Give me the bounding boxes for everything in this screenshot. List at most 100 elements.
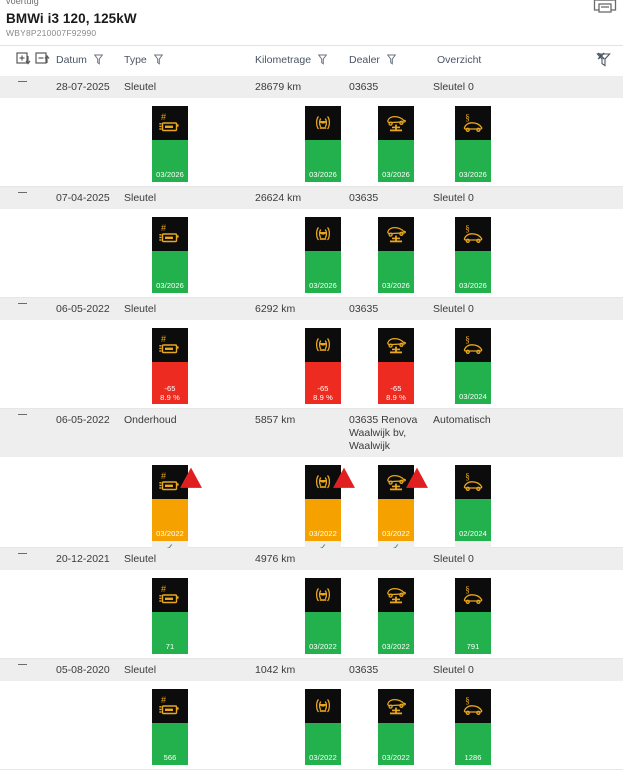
filter-funnel-icon[interactable] <box>153 54 163 65</box>
filter-funnel-icon[interactable] <box>386 54 397 65</box>
status-tile-battery-hash[interactable]: # -65 8.9 % <box>152 328 188 404</box>
row-collapse-toggle[interactable] <box>18 303 27 304</box>
tile-status-bar: 03/2026 <box>152 140 188 182</box>
status-tile-battery-hash[interactable]: #566 <box>152 689 188 765</box>
column-header-datum[interactable]: Datum <box>56 54 104 66</box>
status-tile-car-on-lift[interactable]: 03/2026 <box>378 106 414 182</box>
tile-symbol <box>305 689 341 723</box>
tile-symbol <box>378 217 414 251</box>
column-header-dealer-label: Dealer <box>349 54 380 66</box>
tile-symbol: # <box>152 465 202 499</box>
status-tile-battery-hash[interactable]: #71 <box>152 578 188 654</box>
cell-datum: 05-08-2020 <box>56 664 110 676</box>
table-row[interactable]: 07-04-2025 Sleutel 26624 km 03635 Sleutel 0 #… <box>0 187 623 298</box>
status-tile-car-legal-inspection[interactable]: § 03/2026 <box>455 217 491 293</box>
status-tile-car-legal-inspection[interactable]: § 03/2026 <box>455 106 491 182</box>
cell-type: Onderhoud <box>124 414 177 426</box>
status-tile-tire-pressure[interactable]: 03/2022 <box>305 578 341 654</box>
clear-filter-icon[interactable] <box>596 51 611 67</box>
tile-status-bar: -65 8.9 % <box>305 362 341 404</box>
tile-status-bar: 03/2026 <box>455 251 491 293</box>
status-tile-tire-pressure[interactable]: 03/2026 <box>305 217 341 293</box>
row-divider <box>0 769 623 770</box>
svg-text:§: § <box>465 586 470 596</box>
tile-symbol: § <box>455 578 491 612</box>
tile-value: 03/2026 <box>459 169 487 179</box>
status-tile-tire-pressure[interactable]: 03/2026 <box>305 106 341 182</box>
status-tile-car-legal-inspection[interactable]: § 791 <box>455 578 491 654</box>
table-row[interactable]: 05-08-2020 Sleutel 1042 km 03635 Sleutel 0 #5… <box>0 659 623 770</box>
status-tile-battery-hash[interactable]: #03/2022 ✓ <box>152 465 202 554</box>
row-summary[interactable]: 06-05-2022 Onderhoud 5857 km 03635 Renova W… <box>0 409 623 457</box>
svg-text:#: # <box>161 112 166 122</box>
status-tile-tire-pressure[interactable]: 03/2022 <box>305 689 341 765</box>
status-tile-car-on-lift[interactable]: 03/2026 <box>378 217 414 293</box>
cell-datum: 20-12-2021 <box>56 553 110 565</box>
status-tile-tire-pressure[interactable]: 03/2022 ✓ <box>305 465 355 554</box>
row-tools <box>16 51 51 72</box>
tile-value: 03/2026 <box>156 169 184 179</box>
row-summary[interactable]: 28-07-2025 Sleutel 28679 km 03635 Sleutel 0 <box>0 76 623 98</box>
table-row[interactable]: 06-05-2022 Sleutel 6292 km 03635 Sleutel 0 # -… <box>0 298 623 409</box>
status-tile-tire-pressure[interactable]: -65 8.9 % <box>305 328 341 404</box>
table-row[interactable]: 06-05-2022 Onderhoud 5857 km 03635 Renova W… <box>0 409 623 554</box>
filter-funnel-icon[interactable] <box>93 54 104 65</box>
tile-value: 03/2026 <box>459 280 487 290</box>
collapse-all-icon[interactable] <box>35 51 51 72</box>
column-header-type[interactable]: Type <box>124 54 163 66</box>
status-tile-car-legal-inspection[interactable]: § 02/2024 <box>455 465 491 554</box>
cell-overzicht: Sleutel 0 <box>433 303 474 315</box>
status-tile-car-on-lift[interactable]: 03/2022 ✓ <box>378 465 428 554</box>
breadcrumb[interactable]: voertuig <box>6 0 39 6</box>
tile-status-bar: 71 <box>152 612 188 654</box>
tile-symbol: § <box>455 328 491 362</box>
row-summary[interactable]: 07-04-2025 Sleutel 26624 km 03635 Sleutel 0 <box>0 187 623 209</box>
tile-status-bar: 03/2022 <box>305 723 341 765</box>
cell-kilometrage: 26624 km <box>255 192 302 204</box>
cell-overzicht: Sleutel 0 <box>433 81 474 93</box>
tile-symbol <box>305 217 341 251</box>
cell-overzicht: Sleutel 0 <box>433 664 474 676</box>
tile-symbol: # <box>152 328 188 362</box>
table-row[interactable]: 20-12-2021 Sleutel 4976 km Sleutel 0 #71 03/2… <box>0 548 623 659</box>
tile-value: 03/2026 <box>382 169 410 179</box>
cell-kilometrage: 5857 km <box>255 414 296 426</box>
status-tile-car-on-lift[interactable]: -65 8.9 % <box>378 328 414 404</box>
status-tile-battery-hash[interactable]: #03/2026 <box>152 217 188 293</box>
filter-funnel-icon[interactable] <box>317 54 328 65</box>
tile-value: 03/2022 <box>382 528 410 538</box>
tile-symbol <box>378 689 414 723</box>
tile-value: 03/2022 <box>309 641 337 651</box>
tile-status-bar: 566 <box>152 723 188 765</box>
row-collapse-toggle[interactable] <box>18 414 27 415</box>
expand-all-icon[interactable] <box>16 51 32 72</box>
row-collapse-toggle[interactable] <box>18 664 27 665</box>
tile-value: -65 8.9 % <box>386 384 406 402</box>
cell-datum: 06-05-2022 <box>56 303 110 315</box>
column-header-overzicht[interactable]: Overzicht <box>437 54 481 66</box>
status-tile-battery-hash[interactable]: #03/2026 <box>152 106 188 182</box>
row-collapse-toggle[interactable] <box>18 81 27 82</box>
tile-value: 03/2022 <box>382 752 410 762</box>
table-row[interactable]: 28-07-2025 Sleutel 28679 km 03635 Sleutel 0 #… <box>0 76 623 187</box>
row-collapse-toggle[interactable] <box>18 192 27 193</box>
status-tile-car-on-lift[interactable]: 03/2022 <box>378 689 414 765</box>
status-tile-car-on-lift[interactable]: 03/2022 <box>378 578 414 654</box>
row-collapse-toggle[interactable] <box>18 553 27 554</box>
tile-status-bar: 03/2026 <box>305 140 341 182</box>
column-header-dealer[interactable]: Dealer <box>349 54 397 66</box>
status-tile-car-legal-inspection[interactable]: § 03/2024 <box>455 328 491 404</box>
status-tile-car-legal-inspection[interactable]: § 1286 <box>455 689 491 765</box>
tile-symbol <box>305 328 341 362</box>
tile-status-bar: 03/2022 <box>152 499 188 541</box>
printer-icon[interactable] <box>593 0 617 18</box>
row-summary[interactable]: 20-12-2021 Sleutel 4976 km Sleutel 0 <box>0 548 623 570</box>
row-status-tiles: #566 03/2022 03/2022 § 1286 <box>0 681 623 769</box>
cell-type: Sleutel <box>124 664 157 676</box>
row-summary[interactable]: 06-05-2022 Sleutel 6292 km 03635 Sleutel 0 <box>0 298 623 320</box>
tile-symbol <box>378 578 414 612</box>
column-header-kilometrage[interactable]: Kilometrage <box>255 54 328 66</box>
tile-status-bar: 03/2022 <box>378 499 414 541</box>
row-summary[interactable]: 05-08-2020 Sleutel 1042 km 03635 Sleutel 0 <box>0 659 623 681</box>
